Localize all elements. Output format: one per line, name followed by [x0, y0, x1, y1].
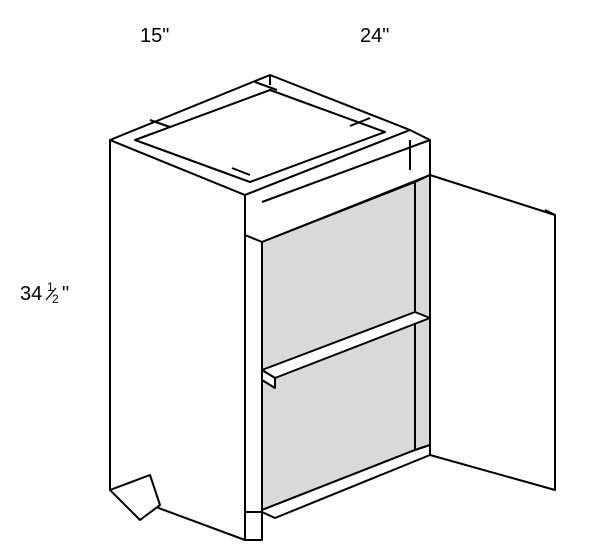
dim-height-whole: 34: [20, 283, 42, 305]
dim-height-den: 2: [52, 292, 59, 306]
cabinet-diagram: 15" 24" 34 1 2 ": [0, 0, 605, 548]
door-panel: [430, 175, 555, 490]
left-side-panel: [110, 140, 245, 540]
dim-height-label: 34 1 2 ": [20, 280, 69, 306]
dim-width-label: 15": [140, 25, 169, 47]
dim-depth-label: 24": [360, 25, 389, 47]
bottom-rail: [245, 512, 262, 540]
dim-height-suffix: ": [62, 283, 69, 305]
cabinet-body: [110, 75, 555, 540]
